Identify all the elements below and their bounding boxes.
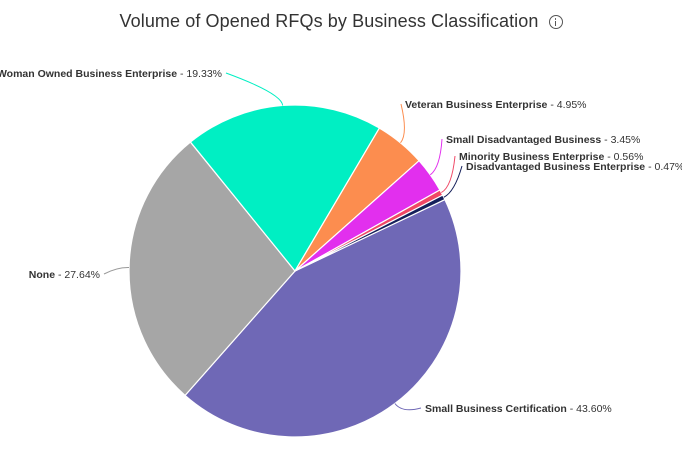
slice-label-minority-business-enterprise: Minority Business Enterprise - 0.56% xyxy=(459,151,643,163)
leader-line-veteran-business-enterprise xyxy=(400,103,405,144)
slice-label-none: None - 27.64% xyxy=(29,269,100,281)
slice-label-small-business-certification: Small Business Certification - 43.60% xyxy=(425,403,612,415)
slice-label-disadvantaged-business-enterprise: Disadvantaged Business Enterprise - 0.47… xyxy=(466,161,682,173)
leader-line-none xyxy=(103,266,130,275)
leader-line-woman-owned-business-enterprise xyxy=(225,72,284,106)
pie-slice-small-business-certification[interactable] xyxy=(184,198,462,438)
chart-title: Volume of Opened RFQs by Business Classi… xyxy=(119,10,539,31)
slice-label-woman-owned-business-enterprise: Woman Owned Business Enterprise - 19.33% xyxy=(0,68,222,80)
leader-line-small-disadvantaged-business xyxy=(429,138,443,176)
info-icon[interactable] xyxy=(548,15,563,29)
pie-slice-none[interactable] xyxy=(128,141,296,397)
chart-header: Volume of Opened RFQs by Business Classi… xyxy=(0,6,682,36)
pie-slice-woman-owned-business-enterprise[interactable] xyxy=(189,104,381,273)
leader-line-small-business-certification xyxy=(394,403,422,411)
slice-label-veteran-business-enterprise: Veteran Business Enterprise - 4.95% xyxy=(405,99,587,111)
leader-line-disadvantaged-business-enterprise xyxy=(443,165,463,198)
pie-slice-disadvantaged-business-enterprise[interactable] xyxy=(294,194,446,272)
leader-line-minority-business-enterprise xyxy=(441,155,456,194)
slice-label-small-disadvantaged-business: Small Disadvantaged Business - 3.45% xyxy=(446,134,640,146)
